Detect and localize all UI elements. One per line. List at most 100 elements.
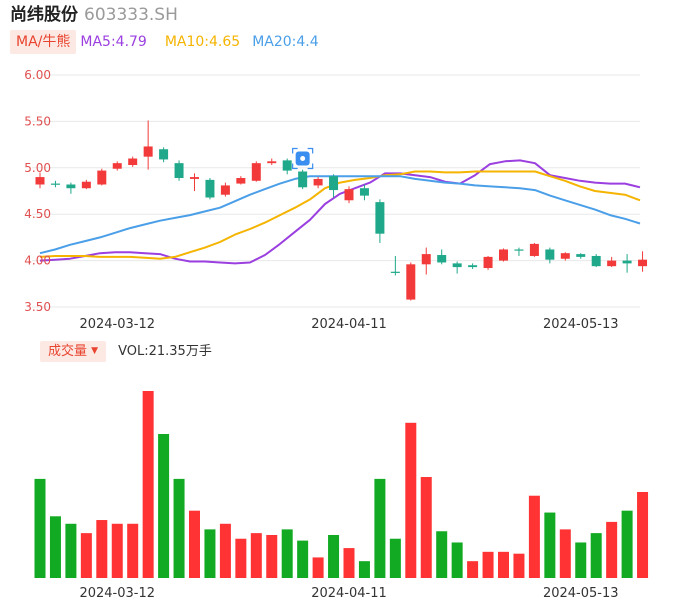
candle-body [607, 260, 617, 267]
candle-body [359, 188, 369, 196]
volume-bar [250, 533, 262, 578]
candle [251, 161, 261, 182]
dropdown-arrow-icon: ▼ [91, 346, 99, 356]
candle [607, 256, 617, 268]
candle [545, 247, 555, 264]
candle [313, 177, 323, 189]
x-tick-label: 2024-05-13 [543, 586, 619, 601]
ma20-line [39, 175, 641, 255]
volume-bar [343, 548, 355, 578]
volume-bar [111, 523, 123, 578]
candle-body [159, 149, 169, 160]
candle [437, 249, 447, 265]
volume-bar [590, 533, 602, 578]
marker-frame [292, 147, 314, 170]
candle-body [128, 158, 138, 166]
volume-bar [235, 538, 247, 578]
candle-body [560, 253, 570, 259]
volume-bar [173, 478, 185, 578]
event-marker[interactable] [292, 147, 314, 170]
marker-dot [300, 156, 306, 162]
candle [159, 147, 169, 163]
candle [112, 161, 122, 171]
x-tick-label: 2024-04-11 [311, 317, 387, 332]
indicator-selector-label: 成交量 [48, 344, 88, 359]
candle [344, 186, 354, 204]
volume-bar [297, 540, 309, 578]
candle [468, 263, 478, 269]
x-tick-label: 2024-03-12 [79, 586, 155, 601]
volume-bar [420, 477, 432, 578]
candle [128, 156, 138, 167]
volume-bar [482, 551, 494, 578]
volume-bar [358, 561, 370, 578]
candle [359, 184, 369, 201]
volume-bar [606, 521, 618, 578]
stock-code: 603333.SH [84, 5, 178, 25]
ma20-label: MA20:4.4 [252, 34, 319, 50]
volume-bar [467, 561, 479, 578]
volume-bar [204, 529, 216, 578]
candle [174, 160, 184, 181]
candle-body [35, 177, 45, 185]
candle-body [267, 161, 277, 164]
candle-body [622, 260, 632, 264]
candle [529, 242, 539, 257]
candle-body [220, 185, 230, 195]
volume-bar [127, 523, 139, 578]
volume-bar [312, 557, 324, 578]
indicator-selector[interactable]: 成交量 ▼ [40, 341, 107, 362]
candle-body [452, 263, 462, 268]
y-tick-label: 4.50 [24, 207, 51, 221]
ma10-label: MA10:4.65 [164, 34, 241, 50]
candle-body [375, 202, 385, 234]
candle [452, 261, 462, 274]
candle [421, 247, 431, 275]
candle-body [529, 243, 539, 256]
y-tick-label: 4.00 [24, 254, 51, 268]
candle-body [344, 189, 354, 201]
volume-bar [559, 529, 571, 578]
volume-bar [575, 542, 587, 578]
candle-body [81, 181, 91, 189]
candle-body [112, 163, 122, 169]
ma-mode-selector[interactable]: MA/牛熊 [10, 30, 77, 54]
candle-body [298, 171, 308, 188]
moving-averages [39, 159, 641, 265]
candle [236, 176, 246, 185]
candle [205, 178, 215, 200]
candle-body [174, 163, 184, 179]
candle-body [576, 254, 586, 257]
candle [220, 182, 230, 197]
candle [483, 255, 493, 270]
x-tick-label: 2024-03-12 [79, 317, 155, 332]
volume-bar [328, 534, 340, 578]
volume-bar [405, 422, 417, 578]
candle [143, 120, 153, 170]
ma10-line [39, 170, 641, 260]
x-tick-label: 2024-04-11 [311, 586, 387, 601]
candle-body [236, 178, 246, 184]
candle-body [313, 178, 323, 186]
ma5-label: MA5:4.79 [80, 34, 147, 50]
volume-bar [281, 529, 293, 578]
candle [406, 262, 416, 301]
volume-bar [158, 434, 170, 578]
volume-bar [637, 491, 649, 578]
candle-body [421, 254, 431, 265]
candle [390, 255, 400, 276]
candle-body [591, 255, 601, 267]
volume-bar [436, 531, 448, 578]
candle-body [143, 146, 153, 157]
candle-body [190, 177, 199, 179]
candle-body [50, 183, 60, 185]
y-tick-label: 3.50 [24, 300, 51, 314]
stock-name: 尚纬股份 [10, 5, 78, 25]
candlesticks [35, 120, 648, 301]
y-tick-label: 5.50 [24, 114, 51, 128]
candle [560, 252, 570, 261]
volume-bar [96, 520, 108, 578]
candle [50, 180, 60, 188]
stock-title: 尚纬股份 603333.SH [10, 4, 178, 26]
